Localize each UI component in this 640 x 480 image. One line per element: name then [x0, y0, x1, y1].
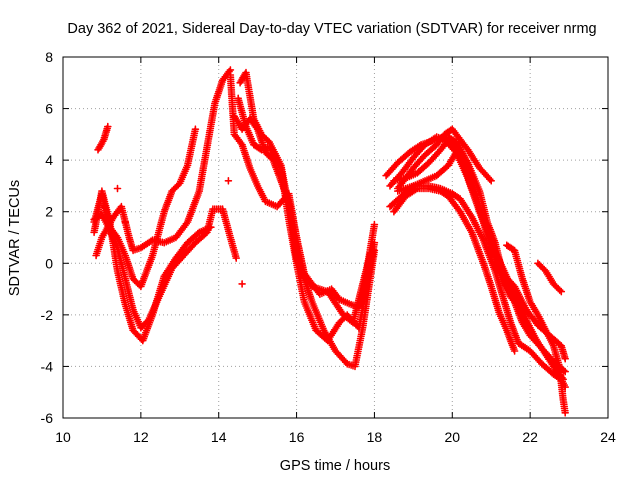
- x-tick-label: 14: [211, 429, 227, 445]
- series-track-17: [503, 241, 569, 417]
- x-axis-tick-labels: 10 12 14 16 18 20 22 24: [55, 429, 616, 445]
- x-tick-label: 12: [133, 429, 149, 445]
- y-tick-label: 6: [45, 101, 53, 117]
- series-outliers: [113, 177, 246, 288]
- y-tick-label: 2: [45, 204, 53, 220]
- y-tick-label: -2: [41, 307, 54, 323]
- x-tick-label: 18: [367, 429, 383, 445]
- series-track-3: [90, 125, 200, 291]
- y-axis-tick-labels: -6 -4 -2 0 2 4 6 8: [41, 49, 54, 426]
- y-axis-label: SDTVAR / TECUs: [7, 180, 23, 296]
- plot-frame: [62, 56, 609, 419]
- chart-title: Day 362 of 2021, Sidereal Day-to-day VTE…: [67, 21, 596, 37]
- series-track-15: [394, 125, 495, 193]
- y-tick-label: 8: [45, 49, 53, 65]
- series-track-9: [234, 94, 379, 345]
- x-tick-label: 24: [600, 429, 616, 445]
- x-tick-label: 20: [444, 429, 460, 445]
- x-tick-label: 10: [55, 429, 71, 445]
- series-track-5: [94, 122, 112, 154]
- x-tick-label: 22: [522, 429, 538, 445]
- grid-lines: [63, 57, 608, 418]
- series-track-16: [390, 184, 519, 355]
- series-track-14: [386, 148, 569, 376]
- y-tick-label: 0: [45, 255, 53, 271]
- data-series: [90, 66, 569, 417]
- y-tick-label: -4: [41, 358, 54, 374]
- y-tick-label: -6: [41, 410, 54, 426]
- y-tick-label: 4: [45, 152, 53, 168]
- x-axis-label: GPS time / hours: [280, 458, 390, 474]
- series-track-18: [534, 259, 566, 296]
- axis-ticks: [62, 56, 609, 419]
- x-tick-label: 16: [289, 429, 305, 445]
